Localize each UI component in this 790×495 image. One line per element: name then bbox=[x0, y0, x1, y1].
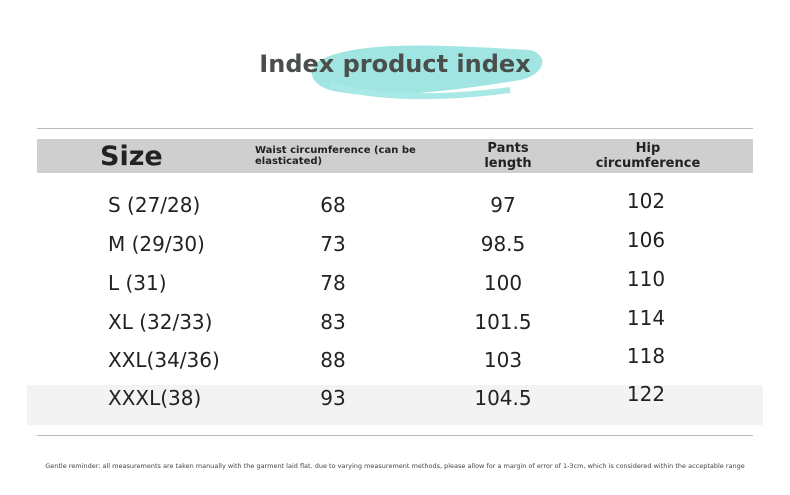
value-cell: 104.5 bbox=[474, 386, 532, 410]
value-cell: 100 bbox=[483, 271, 523, 295]
value-cell: 73 bbox=[320, 232, 346, 256]
value-cell: 110 bbox=[626, 267, 666, 291]
value-cell: 106 bbox=[626, 228, 666, 252]
value-cell: 98.5 bbox=[480, 232, 526, 256]
size-cell: S (27/28) bbox=[108, 193, 201, 217]
row-highlight bbox=[27, 385, 763, 425]
size-cell: XXL(34/36) bbox=[108, 348, 220, 372]
value-cell: 102 bbox=[626, 189, 666, 213]
value-cell: 101.5 bbox=[474, 310, 532, 334]
column-header: Hip circumference bbox=[595, 141, 701, 171]
value-cell: 88 bbox=[320, 348, 346, 372]
size-cell: L (31) bbox=[108, 271, 167, 295]
value-cell: 93 bbox=[320, 386, 346, 410]
column-header: Pants length bbox=[484, 141, 532, 171]
header-band bbox=[37, 139, 753, 173]
column-header: Size bbox=[100, 141, 163, 172]
footer-note: Gentle reminder: all measurements are ta… bbox=[45, 462, 745, 470]
column-header: Waist circumference (can be elasticated) bbox=[255, 145, 416, 167]
value-cell: 68 bbox=[320, 193, 346, 217]
value-cell: 122 bbox=[626, 382, 666, 406]
brush-decoration bbox=[311, 45, 543, 100]
value-cell: 103 bbox=[483, 348, 523, 372]
value-cell: 118 bbox=[626, 344, 666, 368]
value-cell: 97 bbox=[490, 193, 516, 217]
title: Index product index bbox=[259, 50, 531, 78]
size-cell: M (29/30) bbox=[108, 232, 205, 256]
value-cell: 78 bbox=[320, 271, 346, 295]
size-cell: XL (32/33) bbox=[108, 310, 213, 334]
value-cell: 114 bbox=[626, 306, 666, 330]
value-cell: 83 bbox=[320, 310, 346, 334]
top-rule bbox=[37, 128, 753, 129]
size-cell: XXXL(38) bbox=[108, 386, 202, 410]
bottom-rule bbox=[37, 435, 753, 436]
